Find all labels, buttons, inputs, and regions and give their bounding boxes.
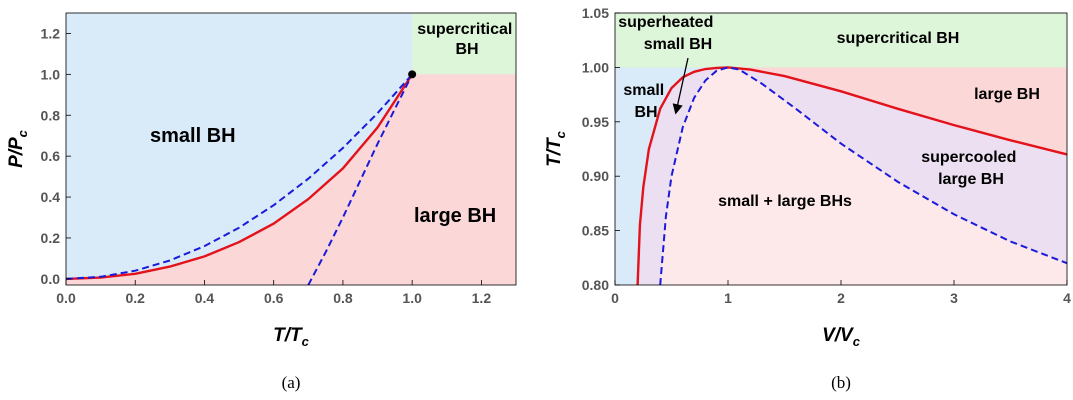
supercritical-line-1: supercritical [417, 21, 512, 38]
supercooled-line-1: supercooled [921, 149, 1016, 166]
annotation-arrow [672, 57, 689, 115]
annotation-superheated-small-bh: superheated small BH [618, 14, 718, 53]
caption-b: (b) [831, 373, 851, 392]
caption-a: (a) [282, 373, 301, 392]
y-tick-label-b: 0.95 [582, 114, 609, 130]
small-bh-line-1: small [623, 82, 664, 99]
superheated-line-2: small BH [644, 36, 712, 53]
y-axis-label-b: T/Tc [544, 130, 568, 167]
x-tick-label-b: 0 [611, 290, 619, 306]
x-tick-label-a: 1.2 [472, 290, 492, 306]
small-bh-line-2: BH [634, 104, 657, 121]
region-small-large-bhs [660, 67, 1067, 286]
region-label-large-bh: large BH [414, 205, 496, 227]
x-tick-label-a: 0.4 [195, 290, 215, 306]
panel-a-frame [65, 12, 517, 286]
x-tick-label-b: 2 [837, 290, 845, 306]
region-small-bh-a [66, 13, 413, 285]
region-supercritical-a [412, 13, 516, 75]
x-tick-label-a: 1.0 [402, 290, 422, 306]
y-tick-label-b: 0.80 [582, 277, 609, 293]
x-tick-label-a: 0.6 [264, 290, 284, 306]
region-supercritical-b [615, 13, 1067, 68]
y-tick-label-a: 0.6 [41, 148, 61, 164]
superheated-line-1: superheated [618, 14, 713, 31]
region-label-small-large-bhs: small + large BHs [718, 193, 852, 210]
region-label-supercooled-large-bh: supercooled large BH [921, 149, 1021, 188]
y-tick-label-b: 1.05 [582, 5, 609, 21]
region-label-large-bh-b: large BH [974, 86, 1040, 103]
y-tick-label-a: 0.2 [41, 230, 61, 246]
y-tick-label-a: 1.0 [41, 66, 61, 82]
critical-point-marker [408, 70, 417, 79]
x-tick-label-b: 4 [1063, 290, 1071, 306]
panel-a: 0.0 0.2 0.4 0.6 0.8 1.0 1.2 0.0 0.2 0.4 0.6 0.8 1.0 1… [6, 12, 517, 392]
supercritical-line-2: BH [455, 41, 478, 58]
x-axis-label-a: T/Tc [273, 325, 310, 349]
region-label-supercritical-bh-b: supercritical BH [837, 30, 960, 47]
supercooled-line-2: large BH [938, 171, 1004, 188]
x-tick-label-a: 0.2 [125, 290, 145, 306]
spinodal-curve-a-1 [65, 73, 413, 280]
spinodal-curve-a-2 [307, 73, 414, 286]
y-axis-label-a: P/Pc [6, 129, 30, 168]
spinodal-curve-b [659, 66, 1068, 286]
x-tick-label-b: 1 [724, 290, 732, 306]
region-label-supercritical-bh: supercritical BH [417, 21, 517, 58]
x-axis-label-b: V/Vc [822, 325, 861, 349]
x-tick-label-a: 0.0 [56, 290, 76, 306]
region-small-bh-b [615, 67, 728, 286]
y-tick-label-b: 0.90 [582, 168, 609, 184]
y-tick-label-b: 0.85 [582, 223, 609, 239]
x-tick-label-b: 3 [950, 290, 958, 306]
coexistence-curve-a [65, 73, 414, 281]
coexistence-curve-b [636, 66, 1068, 286]
region-label-small-bh: small BH [150, 125, 236, 147]
y-tick-label-a: 0.4 [41, 189, 61, 205]
y-tick-label-a: 0.0 [41, 271, 61, 287]
y-tick-label-b: 1.00 [582, 59, 609, 75]
y-tick-label-a: 0.8 [41, 107, 61, 123]
panel-b: 0 1 2 3 4 0.80 0.85 0.90 0.95 1.00 1.05 supercriti… [544, 5, 1071, 392]
region-label-small-bh-b: small BH [623, 82, 668, 121]
x-tick-label-a: 0.8 [333, 290, 353, 306]
y-tick-label-a: 1.2 [41, 25, 61, 41]
